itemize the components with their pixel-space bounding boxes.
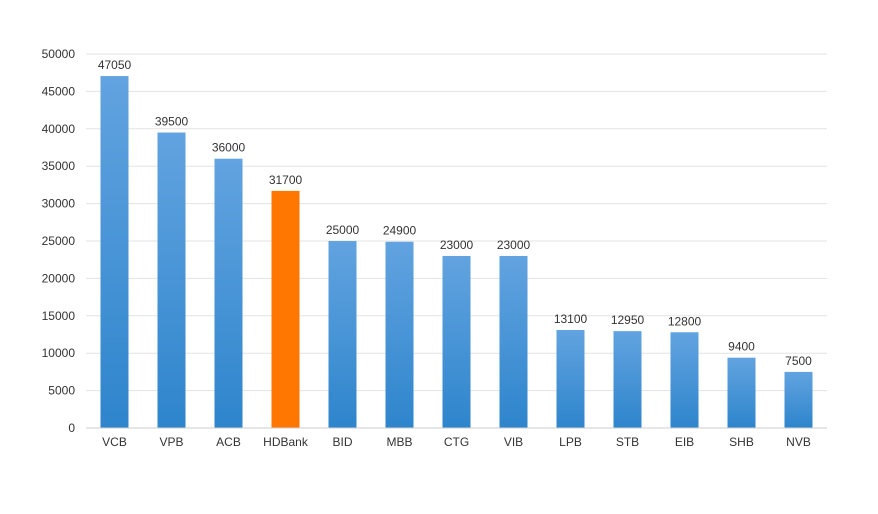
y-tick-label: 15000 [42,309,76,323]
x-tick-label: NVB [786,435,811,449]
bar-mbb [385,241,414,428]
x-tick-label: HDBank [263,435,309,449]
data-label: 24900 [383,224,417,238]
bar-bid [328,241,357,428]
bar-ctg [442,255,471,428]
data-label: 36000 [212,141,246,155]
bar-vib [499,255,528,428]
bar-nvb [784,371,813,428]
y-tick-label: 40000 [42,122,76,136]
data-label: 9400 [728,340,755,354]
x-tick-label: STB [616,435,639,449]
gridlines [86,53,827,392]
x-axis: VCB VPB ACB HDBank BID MBB CTG VIB LPB STB EIB SHB N… [86,427,827,449]
x-tick-label: EIB [675,435,694,449]
y-axis: 0 5000 10000 15000 20000 25000 30000 35000 40000… [42,47,76,435]
data-label: 47050 [98,58,132,72]
y-tick-label: 0 [68,421,75,435]
data-label: 23000 [440,238,474,252]
bar-lpb [556,330,585,428]
y-tick-label: 20000 [42,271,76,285]
bar-acb [214,158,243,428]
y-tick-label: 35000 [42,159,76,173]
data-label: 23000 [497,238,531,252]
bars: 47050 39500 36000 31700 25000 24900 23000 23000… [98,58,813,429]
data-label: 13100 [554,312,588,326]
x-tick-label: VPB [159,435,183,449]
bar-shb [727,357,756,428]
bar-vcb [100,76,129,428]
bar-hdbank [271,190,300,428]
data-label: 25000 [326,223,360,237]
y-tick-label: 25000 [42,234,76,248]
x-tick-label: CTG [444,435,469,449]
x-tick-label: ACB [216,435,241,449]
y-tick-label: 50000 [42,47,76,61]
bar-vpb [157,132,186,429]
data-label: 39500 [155,115,189,129]
y-tick-label: 10000 [42,346,76,360]
data-label: 7500 [785,354,812,368]
data-label: 12800 [668,314,702,328]
data-label: 12950 [611,313,645,327]
y-tick-label: 5000 [48,384,75,398]
x-tick-label: MBB [386,435,412,449]
y-tick-label: 45000 [42,84,76,98]
x-tick-label: SHB [729,435,754,449]
y-tick-label: 30000 [42,197,76,211]
bar-eib [670,332,699,428]
data-label: 31700 [269,173,303,187]
x-tick-label: BID [332,435,352,449]
x-tick-label: VCB [102,435,127,449]
x-tick-label: LPB [559,435,582,449]
x-tick-label: VIB [504,435,523,449]
bar-stb [613,331,642,428]
